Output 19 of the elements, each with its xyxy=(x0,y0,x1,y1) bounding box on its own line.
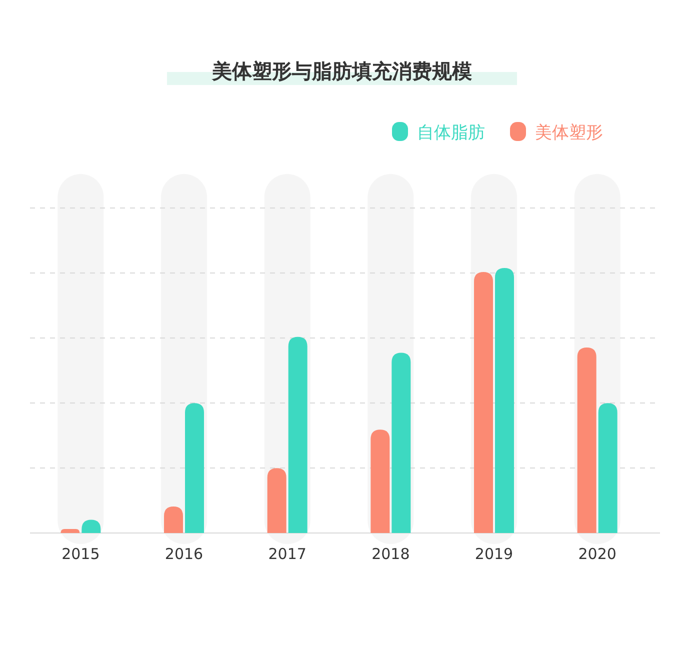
bar xyxy=(185,403,204,533)
x-tick-label: 2018 xyxy=(372,545,410,563)
x-tick-label: 2015 xyxy=(62,545,100,563)
bar xyxy=(288,336,308,533)
x-tick-label: 2017 xyxy=(268,545,306,563)
bar xyxy=(495,268,514,533)
bar xyxy=(598,403,618,533)
bar xyxy=(474,272,493,533)
bar xyxy=(577,348,596,533)
bar xyxy=(164,506,183,533)
x-tick-label: 2019 xyxy=(474,545,514,563)
bar xyxy=(392,352,411,533)
bar xyxy=(370,430,390,533)
x-tick-label: 2020 xyxy=(578,545,616,563)
bar xyxy=(267,468,286,533)
chart-title: 美体塑形与脂肪填充消费规模 xyxy=(211,59,472,83)
legend-label: 美体塑形 xyxy=(535,123,603,143)
x-tick-label: 2016 xyxy=(164,545,204,563)
legend-label: 自体脂肪 xyxy=(417,123,485,143)
